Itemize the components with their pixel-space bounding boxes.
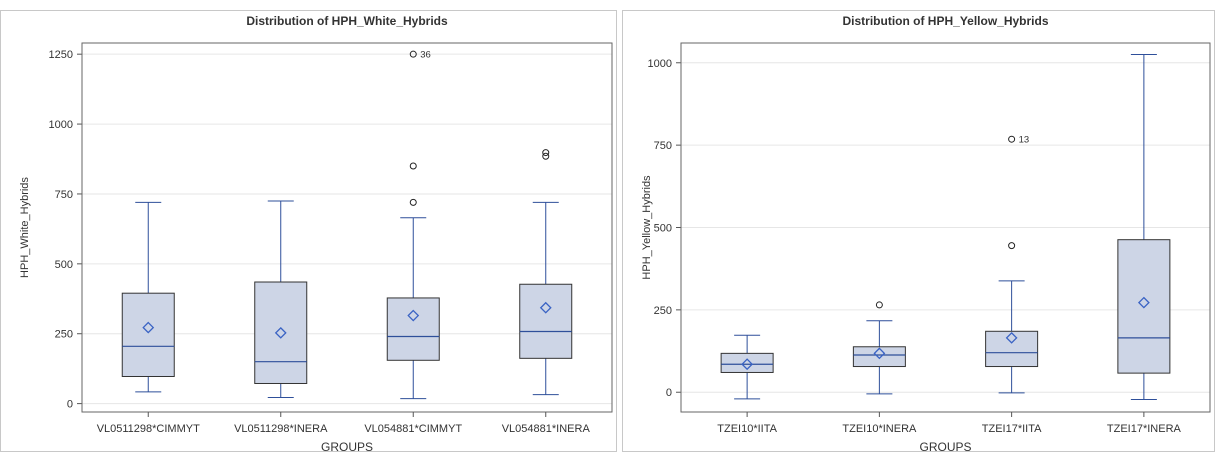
box-group: TZEI17*IITA 13 (982, 135, 1042, 435)
iqr-box (985, 330, 1039, 368)
chart-panel-2: 0 250 500 750 1000 Distribution of HPH_Yellow… (622, 10, 1215, 454)
x-tick-label: TZEI10*INERA (842, 423, 917, 435)
y-tick-label: 0 (666, 387, 672, 399)
box-group: TZEI10*IITA (717, 334, 778, 435)
y-tick-label: 0 (67, 399, 73, 411)
y-tick-label: 500 (654, 223, 672, 235)
panel-frame (0, 10, 617, 452)
x-axis-label: GROUPS (321, 440, 373, 454)
box-group: VL054881*CIMMYT 36 (364, 50, 462, 435)
y-tick-label: 250 (55, 329, 73, 341)
chart-panel-1: 0 250 500 750 1000 1250 Distribution of HPH_Wh… (0, 10, 617, 454)
outlier-point (1008, 135, 1016, 143)
chart-title: Distribution of HPH_White_Hybrids (246, 14, 448, 28)
outlier-label: 36 (420, 50, 431, 61)
y-axis-label: HPH_White_Hybrids (19, 177, 31, 278)
outlier-label: 13 (1019, 135, 1030, 146)
iqr-box (1117, 239, 1171, 374)
x-axis-label: GROUPS (919, 440, 971, 454)
plot-area (81, 42, 613, 413)
mean-marker (1005, 331, 1018, 344)
mean-marker (1137, 296, 1150, 309)
mean-marker (274, 326, 287, 339)
box-group: TZEI10*INERA (842, 301, 917, 435)
chart-title: Distribution of HPH_Yellow_Hybrids (842, 14, 1048, 28)
y-axis-label: HPH_Yellow_Hybrids (641, 175, 653, 280)
plot-area (680, 42, 1211, 413)
mean-marker (741, 358, 754, 371)
box-group: VL0511298*CIMMYT (97, 201, 200, 435)
mean-marker (539, 301, 552, 314)
x-tick-label: TZEI10*IITA (717, 423, 777, 435)
iqr-box (720, 352, 774, 373)
mean-marker (142, 321, 155, 334)
iqr-box (852, 346, 906, 368)
y-tick-label: 750 (654, 140, 672, 152)
y-tick-label: 250 (654, 305, 672, 317)
x-tick-label: VL0511298*CIMMYT (97, 423, 200, 435)
y-tick-label: 1250 (49, 49, 73, 61)
outlier-point (542, 152, 550, 160)
y-tick-label: 1000 (49, 119, 73, 131)
outlier-point (542, 149, 550, 157)
y-tick-label: 750 (55, 189, 73, 201)
iqr-box (386, 297, 440, 361)
y-tick-label: 1000 (648, 58, 672, 70)
outlier-point (409, 198, 417, 206)
x-tick-label: TZEI17*IITA (982, 423, 1042, 435)
x-tick-label: VL054881*CIMMYT (364, 423, 462, 435)
panel-frame (622, 10, 1215, 452)
iqr-box (254, 281, 308, 384)
outlier-point (1008, 242, 1016, 250)
iqr-box (121, 292, 175, 377)
y-tick-label: 500 (55, 259, 73, 271)
x-tick-label: TZEI17*INERA (1107, 423, 1182, 435)
outlier-point (409, 162, 417, 170)
box-group: VL054881*INERA (502, 149, 591, 435)
outlier-point (875, 301, 883, 309)
outlier-point (409, 50, 417, 58)
x-tick-label: VL0511298*INERA (234, 423, 328, 435)
iqr-box (519, 283, 573, 359)
mean-marker (407, 309, 420, 322)
box-group: VL0511298*INERA (234, 200, 328, 435)
x-tick-label: VL054881*INERA (502, 423, 591, 435)
mean-marker (873, 347, 886, 360)
box-group: TZEI17*INERA (1107, 54, 1182, 435)
